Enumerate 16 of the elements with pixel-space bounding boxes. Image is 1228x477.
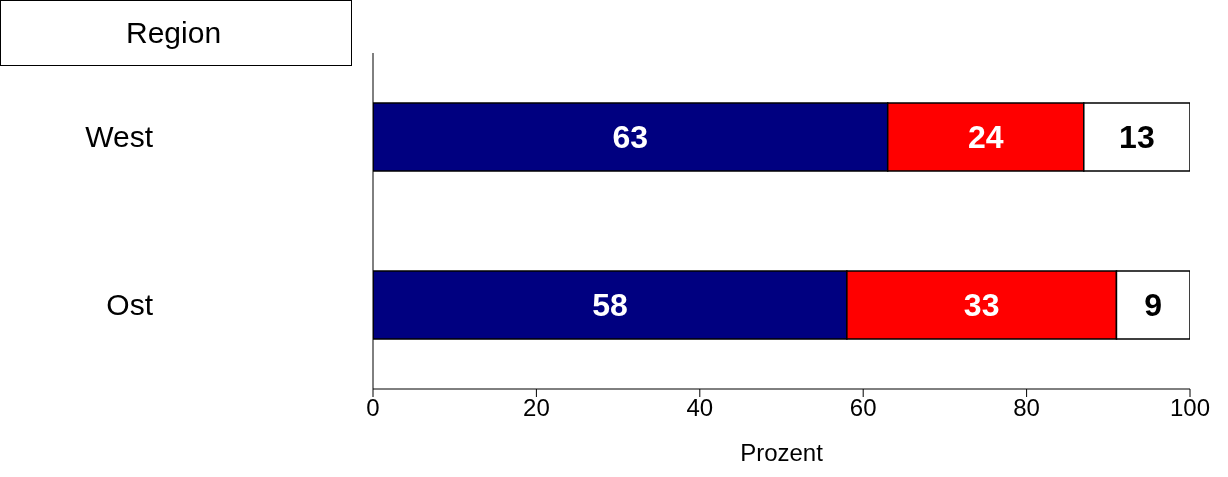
x-tick-label: 100 bbox=[1169, 394, 1211, 422]
x-tick-label: 40 bbox=[686, 394, 714, 422]
data-label: 33 bbox=[963, 287, 1000, 324]
data-label: 24 bbox=[967, 119, 1004, 156]
data-label: 58 bbox=[592, 287, 628, 324]
x-tick-label: 80 bbox=[1013, 394, 1040, 422]
x-tick-label: 20 bbox=[523, 394, 550, 422]
x-tick-label: 60 bbox=[849, 394, 877, 422]
data-label: 63 bbox=[612, 119, 649, 156]
x-axis-title: Prozent bbox=[740, 439, 824, 466]
y-tick-label: West bbox=[85, 120, 154, 153]
data-label: 9 bbox=[1144, 287, 1163, 324]
y-axis-title: Region bbox=[126, 16, 222, 50]
y-tick-label: Ost bbox=[106, 288, 154, 321]
data-label: 13 bbox=[1119, 119, 1155, 156]
x-tick-label: 0 bbox=[366, 394, 380, 422]
